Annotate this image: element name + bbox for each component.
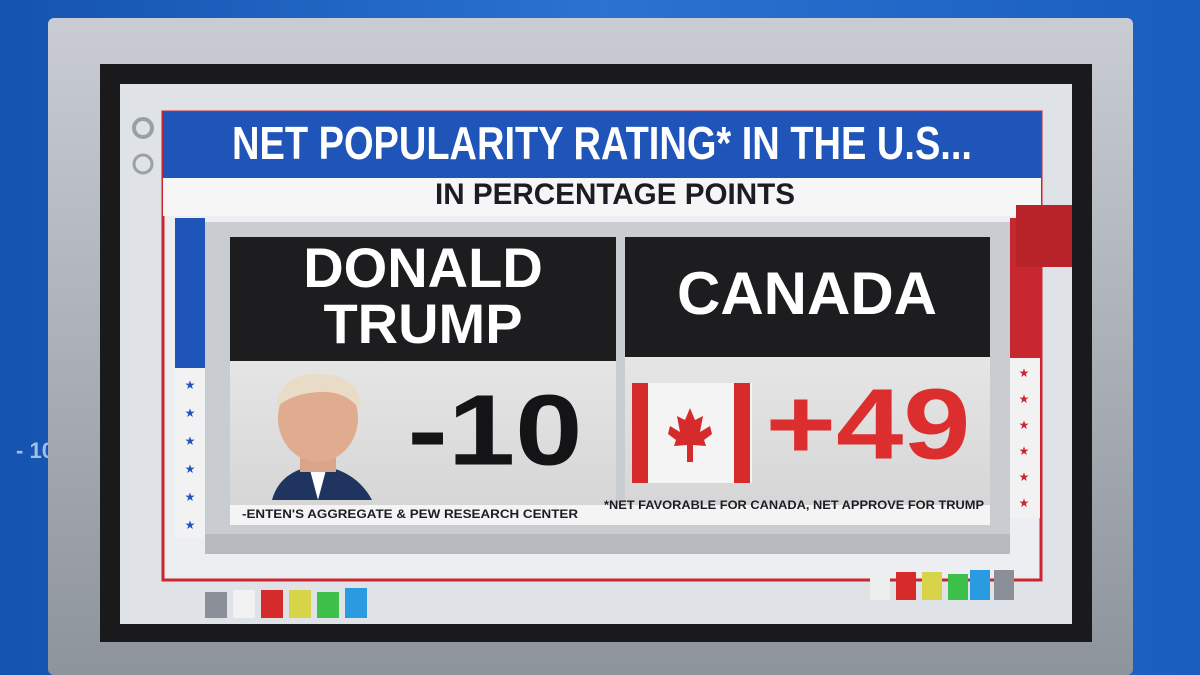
svg-text:★: ★ xyxy=(185,434,196,448)
button[interactable] xyxy=(948,574,968,600)
card-value: +49 xyxy=(766,368,971,480)
right-stars xyxy=(1010,358,1040,518)
left-stripe xyxy=(175,218,205,368)
color-buttons xyxy=(205,570,1014,618)
svg-text:★: ★ xyxy=(1019,418,1030,432)
left-stars xyxy=(175,368,205,538)
svg-text:★: ★ xyxy=(1019,366,1030,380)
svg-text:★: ★ xyxy=(1019,496,1030,510)
source: -ENTEN'S AGGREGATE & PEW RESEARCH CENTER xyxy=(242,507,578,521)
svg-text:★: ★ xyxy=(185,406,196,420)
svg-text:★: ★ xyxy=(185,378,196,392)
button[interactable] xyxy=(970,570,990,600)
subtitle: IN PERCENTAGE POINTS xyxy=(435,178,795,211)
button[interactable] xyxy=(205,592,227,618)
card-value: -10 xyxy=(408,374,583,486)
corner-badge xyxy=(1016,205,1072,267)
button[interactable] xyxy=(289,590,311,618)
button[interactable] xyxy=(261,590,283,618)
card-name: CANADA xyxy=(677,260,937,327)
svg-text:★: ★ xyxy=(1019,470,1030,484)
card-name: DONALD xyxy=(303,236,543,299)
refresh-icon[interactable] xyxy=(132,153,154,175)
star-column: ★ ★ ★ ★ ★ ★ xyxy=(185,378,196,532)
button[interactable] xyxy=(870,572,890,600)
button[interactable] xyxy=(922,572,942,600)
svg-text:★: ★ xyxy=(1019,392,1030,406)
button[interactable] xyxy=(345,588,367,618)
portrait xyxy=(272,373,372,500)
side-label: - 10 xyxy=(16,438,54,463)
svg-text:★: ★ xyxy=(185,490,196,504)
svg-text:★: ★ xyxy=(185,462,196,476)
card-name: TRUMP xyxy=(323,292,522,355)
footnote: *NET FAVORABLE FOR CANADA, NET APPROVE F… xyxy=(604,498,984,512)
button[interactable] xyxy=(233,590,255,618)
canada-flag xyxy=(632,383,752,483)
card-header xyxy=(230,237,616,361)
footnote-band xyxy=(230,505,990,525)
panel-base xyxy=(205,534,1010,554)
button[interactable] xyxy=(317,592,339,618)
button[interactable] xyxy=(994,570,1014,600)
title: NET POPULARITY RATING* IN THE U.S... xyxy=(232,117,972,169)
svg-text:★: ★ xyxy=(185,518,196,532)
svg-text:★: ★ xyxy=(1019,444,1030,458)
button[interactable] xyxy=(896,572,916,600)
settings-icon[interactable] xyxy=(132,117,154,139)
subtitle-band xyxy=(163,178,1041,216)
title-band xyxy=(163,112,1041,178)
star-column: ★ ★ ★ ★ ★ ★ xyxy=(1019,366,1030,510)
card-header xyxy=(625,237,990,357)
